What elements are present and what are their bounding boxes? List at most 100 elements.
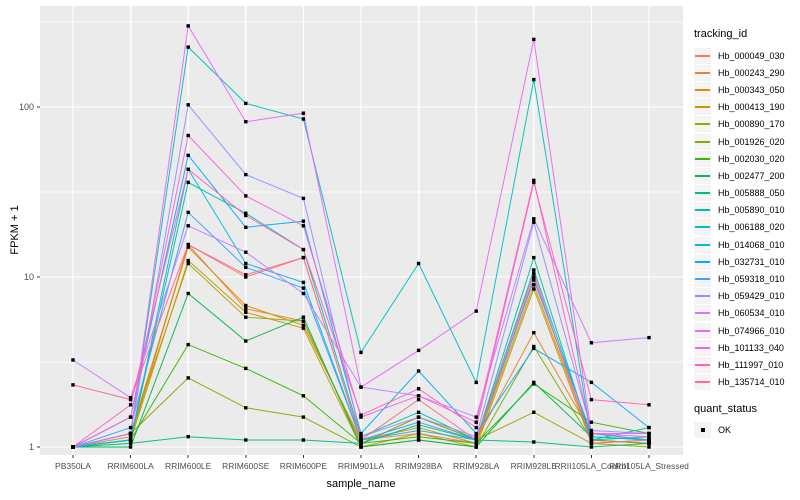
data-point [474,309,478,313]
data-point [359,445,363,449]
data-point [532,287,536,291]
legend-item-Hb_032731_010: Hb_032731_010 [694,253,798,270]
legend-key-box [694,288,711,305]
legend-item-Hb_006188_020: Hb_006188_020 [694,219,798,236]
y-tick-label: 10 [24,272,34,282]
legend-key-line-icon [695,71,710,74]
data-point [244,275,248,279]
data-point [244,194,248,198]
data-point [359,438,363,442]
x-tick-label: RRII105LA_Stressed [609,461,689,471]
data-point [128,397,133,402]
data-point [359,431,363,436]
legend-item-Hb_000243_290: Hb_000243_290 [694,64,798,81]
data-point [647,403,651,407]
data-point [416,423,421,427]
legend-key-box [694,271,711,288]
data-point [301,415,306,419]
data-point [589,380,594,385]
x-tick-label: RRII105LA_Control [555,461,629,471]
data-point [416,410,421,414]
x-tick-label: RRIM901LA [338,461,385,471]
data-point [301,117,306,121]
data-point [474,431,478,436]
legend-key-line-icon [695,329,710,332]
legend-key-box [694,322,711,339]
data-point [532,37,536,42]
legend-item-label: Hb_006188_020 [718,222,785,233]
data-point [474,415,478,419]
data-point [301,219,306,223]
data-point [474,445,478,449]
x-tick-label: RRIM600SE [222,461,270,471]
data-point [128,441,133,446]
data-point [128,425,133,430]
data-point [244,265,248,269]
data-point [186,342,190,347]
legend-item-label: Hb_005888_050 [718,188,785,199]
data-point [186,210,190,215]
data-point [186,167,190,171]
legend-item-label: Hb_000243_290 [718,67,785,78]
x-tick-label: RRIM600PE [280,461,328,471]
data-point [532,346,536,351]
legend-key-line-icon [695,123,710,126]
legend-item-Hb_014068_010: Hb_014068_010 [694,236,798,253]
data-point [128,431,133,436]
data-point [532,255,536,260]
data-point [532,283,536,287]
data-point [589,441,594,446]
legend-item-label: Hb_005890_010 [718,205,785,216]
legend-item-Hb_000049_030: Hb_000049_030 [694,47,798,64]
data-point [128,403,133,407]
data-point [532,410,536,414]
data-point [416,435,421,439]
legend-item-label: Hb_002477_200 [718,170,785,181]
data-point [186,24,190,28]
legend-key-line-icon [695,278,710,281]
data-point [359,441,363,446]
legend-key-line-icon [695,295,710,298]
legend-quant-status-block: quant_status OK [694,403,798,439]
data-point [474,380,478,385]
data-point [301,111,306,115]
data-point [532,220,536,224]
data-point [128,438,133,442]
legend-item-label: Hb_059318_010 [718,274,785,285]
data-point [647,435,651,439]
data-point [301,315,306,319]
data-point [128,435,133,439]
data-point [532,271,536,276]
data-point [244,211,248,215]
data-point [186,153,190,157]
data-point [532,380,536,385]
legend-item-label: Hb_000413_190 [718,102,785,113]
data-point [532,275,536,279]
x-tick-label: PB350LA [55,461,91,471]
data-point [186,245,190,249]
legend-key-box [694,150,711,167]
data-point [186,291,190,296]
legend-item-label: OK [718,425,732,436]
x-tick-label: RRIM600LE [165,461,212,471]
y-tick-label: 100 [19,102,34,112]
legend-key-line-icon [695,260,710,263]
data-point [589,397,594,402]
data-point [244,261,248,266]
legend-item-Hb_059429_010: Hb_059429_010 [694,288,798,305]
data-point [301,280,306,285]
legend-key-line-icon [695,346,710,349]
legend-item-Hb_101133_040: Hb_101133_040 [694,339,798,356]
data-point [71,383,75,387]
legend-item-Hb_002030_020: Hb_002030_020 [694,150,798,167]
legend-key-box [694,81,711,98]
legend-key-box [694,202,711,219]
legend-item-label: Hb_000343_050 [718,84,785,95]
legend-key-box [694,167,711,184]
legend-key-line-icon [695,106,710,109]
legend-item-Hb_000343_050: Hb_000343_050 [694,81,798,98]
data-point [359,350,363,355]
data-point [244,120,248,124]
legend-key-box [694,305,711,322]
